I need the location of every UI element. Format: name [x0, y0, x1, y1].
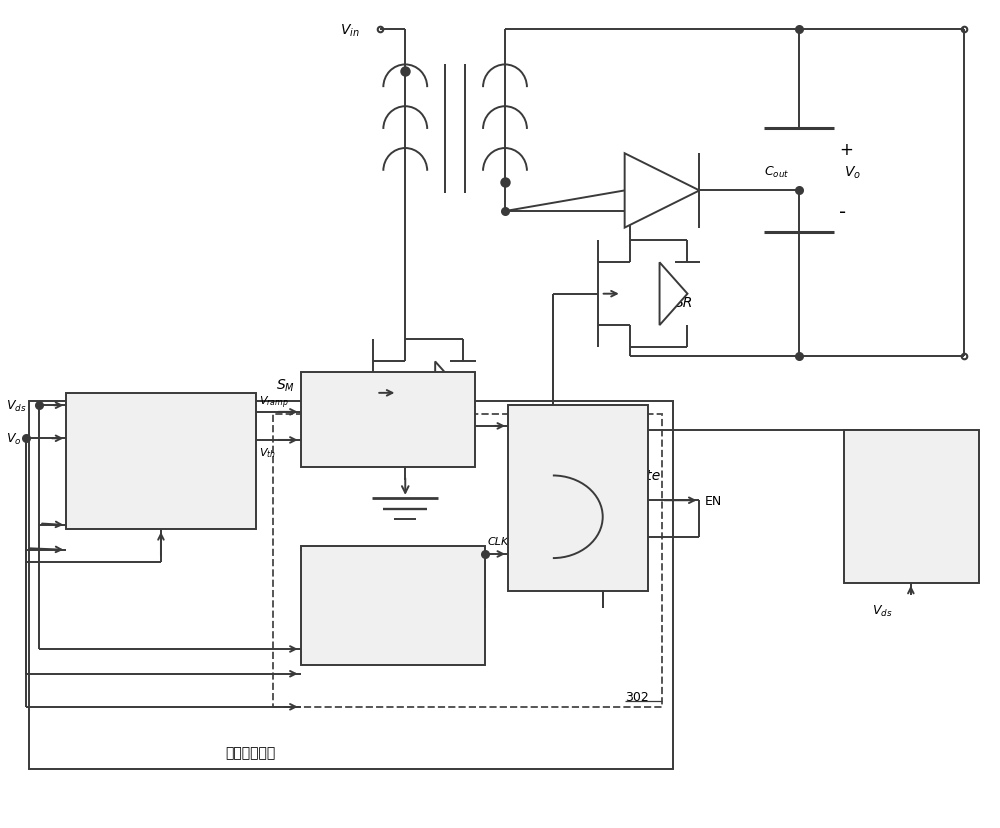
- Polygon shape: [625, 154, 699, 229]
- Text: 电路: 电路: [903, 503, 918, 515]
- Bar: [66, 393, 256, 530]
- Text: $V_{in}$: $V_{in}$: [340, 22, 360, 38]
- Text: $V_{ds}$: $V_{ds}$: [6, 398, 27, 413]
- Bar: [515, 476, 553, 558]
- Text: +: +: [839, 141, 853, 159]
- Bar: [844, 431, 979, 583]
- Bar: [301, 546, 485, 666]
- Text: 第一控制电路: 第一控制电路: [226, 745, 276, 759]
- Text: $S_M$: $S_M$: [276, 377, 295, 393]
- Text: 比较电路: 比较电路: [373, 402, 403, 415]
- Polygon shape: [660, 263, 687, 325]
- Text: $V_o$: $V_o$: [844, 165, 861, 181]
- Text: 电路: 电路: [570, 482, 585, 495]
- Text: $C_{out}$: $C_{out}$: [764, 165, 789, 181]
- Text: $V_{th}$: $V_{th}$: [259, 446, 276, 460]
- Text: $V_{ramp}$: $V_{ramp}$: [259, 394, 288, 411]
- Text: $V_{ds}$: $V_{ds}$: [872, 603, 892, 618]
- Text: EN: EN: [704, 494, 722, 507]
- Text: 生电路301: 生电路301: [138, 457, 184, 470]
- Text: CLK: CLK: [487, 536, 508, 546]
- Text: 斜坡信号发: 斜坡信号发: [142, 436, 180, 450]
- Bar: [301, 373, 475, 468]
- Text: 305: 305: [566, 505, 590, 518]
- Text: 303: 303: [376, 424, 400, 437]
- Text: 304: 304: [380, 604, 404, 617]
- Text: $V_o$: $V_o$: [6, 431, 22, 446]
- Text: Gate: Gate: [628, 469, 661, 483]
- Text: 时钟信号: 时钟信号: [377, 558, 407, 570]
- Bar: [273, 414, 662, 707]
- Text: SR: SR: [675, 296, 693, 310]
- Text: 302: 302: [625, 690, 648, 703]
- Text: 发生电路: 发生电路: [377, 580, 407, 594]
- Bar: [508, 406, 648, 591]
- Text: -: -: [839, 202, 846, 221]
- Text: 触发: 触发: [570, 461, 585, 474]
- Bar: [29, 402, 673, 769]
- Text: 第二控制: 第二控制: [896, 482, 926, 495]
- Polygon shape: [435, 362, 463, 425]
